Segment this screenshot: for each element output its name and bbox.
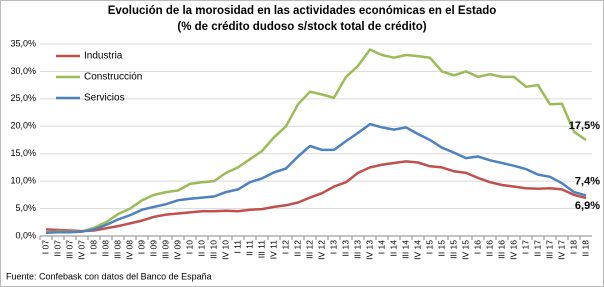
x-tick-label: IV 09 [172,240,182,260]
value-label: 6,9% [575,200,600,212]
y-tick-label: 20,0% [10,121,36,131]
x-tick-label: IV 13 [364,240,374,260]
series-line [45,122,587,234]
value-label: 17,5% [569,120,600,132]
x-tick-label: II 13 [340,240,350,257]
x-tick-label: IV 07 [76,240,86,260]
x-tick-label: I 11 [232,240,242,254]
y-tick-label: 5,0% [15,203,36,213]
x-tick-label: III 15 [448,240,458,259]
x-tick-label: I 09 [136,240,146,254]
x-tick-label: I 07 [40,240,50,254]
legend-label: Construcción [84,72,142,83]
x-tick-label: IV 17 [556,240,566,260]
x-tick-label: II 09 [148,240,158,257]
y-tick-label: 15,0% [10,148,36,158]
x-tick-label: II 18 [580,240,590,257]
value-label: 7,4% [575,175,600,187]
legend-label: Servicios [84,93,125,104]
x-tick-label: I 08 [88,240,98,254]
x-tick-label: I 15 [424,240,434,254]
y-tick-label: 0,0% [15,230,36,240]
x-tick-label: IV 16 [508,240,518,260]
x-tick-label: I 13 [328,240,338,254]
x-tick-label: III 10 [208,240,218,259]
x-tick-label: III 14 [400,240,410,259]
x-tick-label: III 09 [160,240,170,259]
x-tick-label: III 11 [256,240,266,259]
x-tick-label: I 18 [568,240,578,254]
chart-subtitle: (% de crédito dudoso s/stock total de cr… [177,21,426,33]
x-tick-label: II 15 [436,240,446,257]
x-tick-label: I 12 [280,240,290,254]
x-tick-label: II 12 [292,240,302,257]
x-tick-label: III 17 [544,240,554,259]
series-line [45,48,587,234]
x-tick-label: II 16 [484,240,494,257]
x-tick-label: II 11 [244,240,254,256]
x-tick-label: I 17 [520,240,530,254]
source: Fuente: Confebask con datos del Banco de… [6,271,212,281]
x-tick-label: III 07 [64,240,74,259]
x-tick-label: I 14 [376,240,386,254]
x-tick-label: IV 15 [460,240,470,260]
legend-label: Industria [84,51,123,62]
x-tick-label: III 08 [112,240,122,259]
x-tick-label: III 12 [304,240,314,259]
y-tick-label: 35,0% [10,38,36,48]
x-tick-label: III 16 [496,240,506,259]
x-tick-label: II 10 [196,240,206,257]
x-tick-label: IV 08 [124,240,134,260]
y-tick-label: 10,0% [10,176,36,186]
chart-title: Evolución de la morosidad en las activid… [108,5,497,17]
x-tick-label: IV 12 [316,240,326,260]
series-line [45,160,587,233]
x-tick-label: II 14 [388,240,398,257]
x-tick-label: IV 10 [220,240,230,260]
x-tick-label: II 08 [100,240,110,257]
x-tick-label: II 17 [532,240,542,257]
y-tick-label: 25,0% [10,93,36,103]
x-tick-label: I 10 [184,240,194,254]
x-tick-label: IV 14 [412,240,422,260]
x-tick-label: III 13 [352,240,362,259]
x-tick-label: II 07 [52,240,62,257]
x-tick-label: IV 11 [268,240,278,259]
x-tick-label: I 16 [472,240,482,254]
y-tick-label: 30,0% [10,66,36,76]
